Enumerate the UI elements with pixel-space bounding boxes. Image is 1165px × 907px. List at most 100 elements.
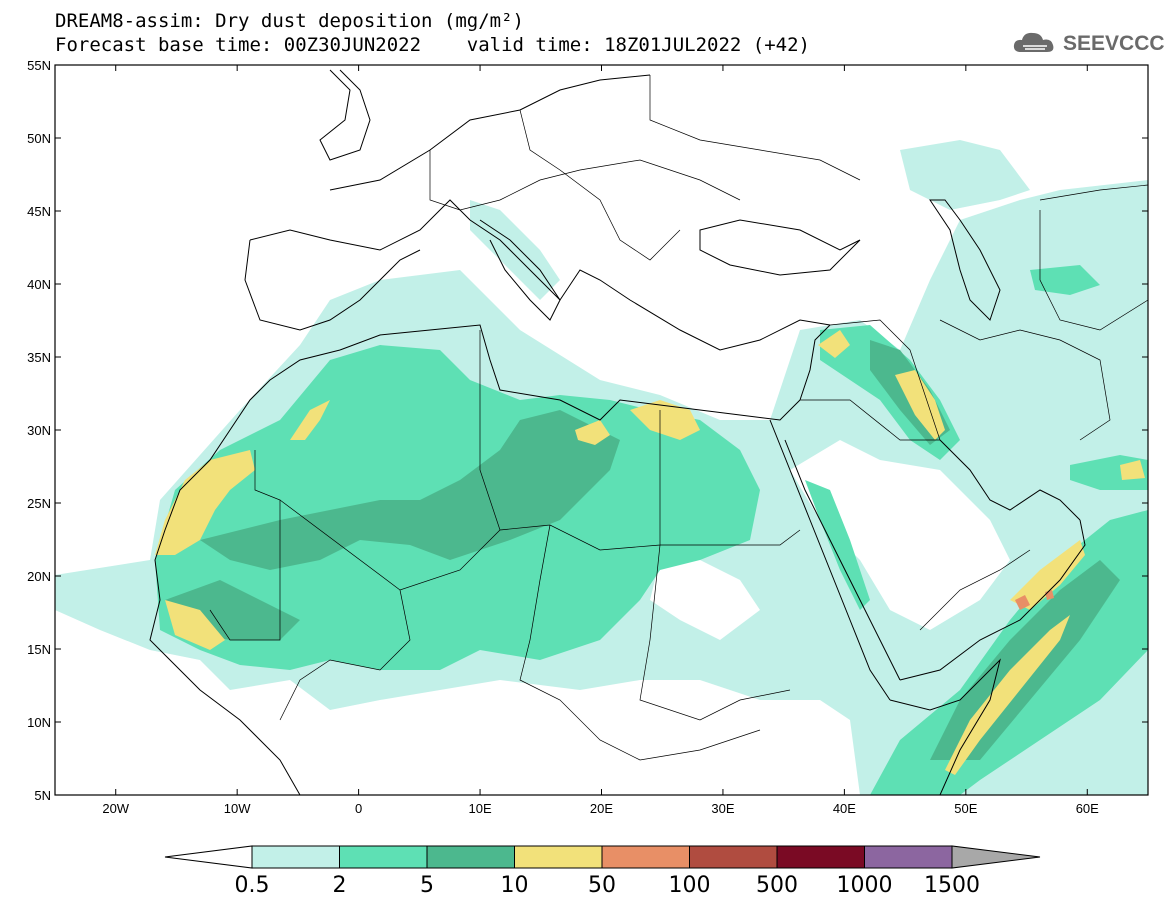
dust-free-area-sudan	[650, 560, 760, 640]
colorbar: 0.5 2 5 10 50 100 500 1000 1500	[164, 845, 1041, 898]
dust-field-light-europe	[470, 200, 560, 300]
map-title: DREAM8-assim: Dry dust deposition (mg/m²…	[55, 10, 524, 32]
colorbar-left-arrow	[164, 845, 253, 869]
dust-field-dense	[200, 410, 620, 570]
border-africa-4	[279, 589, 411, 721]
colorbar-label: 10	[501, 873, 529, 898]
coastline-europe-south	[249, 199, 831, 351]
dust-field-high-morocco	[155, 450, 255, 555]
colorbar-segment	[864, 845, 953, 869]
lon-tick-label: 30E	[711, 801, 734, 816]
lat-tick-label: 50N	[27, 131, 51, 146]
colorbar-label: 100	[669, 873, 711, 898]
border-africa-7	[479, 330, 501, 531]
coastline-britain	[319, 69, 371, 161]
dust-field-high-syria	[818, 330, 850, 358]
dust-field-high-libya-west	[575, 420, 610, 445]
border-middle-east-1	[829, 319, 941, 441]
colorbar-right-arrow	[951, 845, 1041, 869]
cloud-icon	[1013, 32, 1054, 52]
coastline-arabia-south	[899, 519, 1086, 681]
colorbar-label: 500	[756, 873, 798, 898]
dust-field-high-libya-east	[630, 400, 700, 440]
map-plot-area	[54, 64, 1149, 796]
lon-tick-label: 0	[355, 801, 362, 816]
border-iran	[939, 319, 1111, 441]
lon-tick-label: 10W	[224, 801, 251, 816]
lat-tick-label: 40N	[27, 277, 51, 292]
colorbar-label: 2	[333, 873, 347, 898]
colorbar-segment	[426, 845, 515, 869]
border-africa-1	[209, 450, 281, 641]
dust-field-medium-redsea	[805, 480, 870, 610]
colorbar-label: 1500	[924, 873, 980, 898]
border-africa-2	[279, 410, 661, 591]
coastline-black-sea	[699, 219, 861, 276]
coastline-gulf	[939, 439, 1081, 521]
border-europe-2	[519, 109, 681, 261]
border-africa-5	[519, 524, 761, 761]
dust-fields	[55, 140, 1148, 795]
dust-field-high-oman	[1010, 540, 1085, 610]
lat-tick-label: 55N	[27, 58, 51, 73]
coastlines	[149, 69, 1148, 795]
colorbar-segment	[251, 845, 340, 869]
colorbar-label: 1000	[837, 873, 893, 898]
border-africa-3	[660, 529, 801, 546]
dust-field-medium-central-asia	[1030, 265, 1100, 295]
lon-tick-label: 40E	[833, 801, 856, 816]
dust-field-very-high	[1015, 590, 1054, 610]
colorbar-segment	[514, 845, 603, 869]
lon-tick-label: 20W	[102, 801, 129, 816]
coastline-iberia	[244, 239, 421, 331]
lon-tick-label: 20E	[590, 801, 613, 816]
border-africa-6	[639, 544, 791, 721]
border-middle-east-3	[919, 549, 1031, 631]
forecast-time-line: Forecast base time: 00Z30JUN2022 valid t…	[55, 34, 810, 56]
dust-field-high-somalia	[945, 615, 1070, 775]
colorbar-label: 5	[420, 873, 434, 898]
coastline-horn	[889, 658, 1001, 795]
lat-tick-label: 20N	[27, 569, 51, 584]
colorbar-segment	[689, 845, 778, 869]
colorbar-segment	[339, 845, 428, 869]
colorbar-label: 50	[588, 873, 616, 898]
colorbar-segment	[601, 845, 690, 869]
seevccc-logo: SEEVCCC	[1011, 28, 1165, 58]
dust-field-high-iraq	[895, 370, 945, 440]
coastline-redsea-east	[784, 439, 901, 681]
longitude-axis: 20W 10W 0 10E 20E 30E 40E 50E 60E	[102, 65, 1099, 816]
coastline-levant	[799, 324, 831, 401]
border-europe-3	[649, 75, 861, 181]
latitude-axis: 55N 50N 45N 40N 35N 30N 25N 20N 15N 10N 5N	[27, 58, 1148, 803]
coastline-africa-west	[149, 349, 341, 795]
lat-tick-label: 30N	[27, 423, 51, 438]
lon-tick-label: 50E	[954, 801, 977, 816]
colorbar-label: 0.5	[235, 873, 270, 898]
lat-tick-label: 15N	[27, 642, 51, 657]
border-central-asia-2	[1039, 210, 1148, 331]
coastline-redsea-west	[769, 419, 891, 701]
coastline-caspian	[929, 199, 1001, 321]
coastline-italy	[479, 219, 561, 321]
lat-tick-label: 25N	[27, 496, 51, 511]
coastline-north-europe	[329, 74, 651, 191]
lat-tick-label: 35N	[27, 350, 51, 365]
border-europe-1	[429, 150, 741, 211]
lon-tick-label: 10E	[468, 801, 491, 816]
lat-tick-label: 10N	[27, 715, 51, 730]
colorbar-segment	[776, 845, 865, 869]
dust-field-high-atlas	[290, 400, 330, 440]
border-central-asia-1	[1039, 184, 1148, 201]
dust-field-high-gulf	[1120, 460, 1145, 480]
logo-text: SEEVCCC	[1063, 32, 1165, 55]
lat-tick-label: 45N	[27, 204, 51, 219]
lat-tick-label: 5N	[34, 788, 51, 803]
coastline-mediterranean-south	[339, 324, 801, 421]
dust-free-area-arabia	[790, 440, 1010, 630]
lon-tick-label: 60E	[1076, 801, 1099, 816]
dust-field-light-caspian	[900, 140, 1030, 210]
dust-field-high-senegal	[165, 600, 225, 650]
border-middle-east-2	[800, 399, 940, 441]
